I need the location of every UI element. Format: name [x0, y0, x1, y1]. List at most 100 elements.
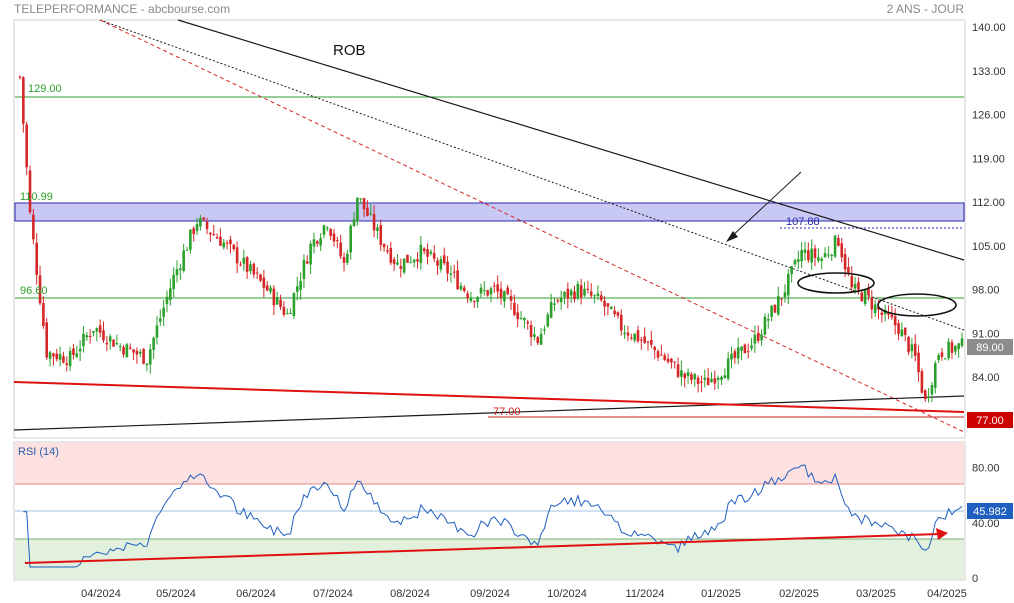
- candle-body: [145, 363, 149, 366]
- candle-body: [419, 244, 423, 264]
- candle-body: [189, 229, 192, 250]
- price-tick-label: 126.00: [972, 110, 1006, 122]
- candle-body: [175, 269, 179, 276]
- candle-body: [663, 355, 667, 360]
- candle-body: [827, 254, 830, 256]
- candle-body: [239, 264, 242, 266]
- candle-body: [476, 296, 479, 302]
- annotation-ellipse-1: [797, 272, 875, 294]
- candle-body: [436, 260, 439, 266]
- candle-body: [583, 288, 586, 296]
- candle-body: [449, 273, 453, 275]
- candle-body: [793, 260, 797, 265]
- rsi-value-tag: [967, 503, 1013, 519]
- candle-body: [943, 358, 947, 360]
- candle-body: [740, 346, 743, 351]
- candle-body: [890, 314, 894, 318]
- candle-body: [726, 358, 730, 379]
- level-label-129: 129.00: [28, 83, 62, 95]
- level-77-tag-text: 77.00: [976, 415, 1004, 427]
- candle-body: [629, 337, 633, 339]
- candle-body: [299, 280, 302, 291]
- candle-body: [479, 287, 483, 294]
- candle-body: [339, 242, 342, 257]
- candle-body: [52, 353, 55, 357]
- candle-body: [920, 371, 924, 393]
- level-label-77: 77.00: [493, 406, 521, 418]
- candle-body: [736, 347, 740, 359]
- candle-body: [172, 274, 175, 290]
- x-tick-label: 06/2024: [236, 588, 276, 600]
- candle-body: [857, 281, 860, 290]
- candle-body: [513, 302, 516, 315]
- candle-body: [442, 255, 446, 264]
- candle-body: [676, 364, 680, 377]
- candle-body: [506, 287, 510, 295]
- candle-body: [158, 318, 162, 322]
- candle-body: [496, 284, 499, 292]
- candle-body: [873, 304, 877, 314]
- candle-body: [780, 298, 783, 300]
- candle-body: [703, 377, 707, 380]
- candle-body: [696, 377, 700, 384]
- candle-body: [165, 296, 169, 305]
- candle-body: [252, 263, 256, 275]
- candle-body: [95, 328, 99, 332]
- candle-body: [847, 267, 850, 274]
- candle-body: [456, 270, 459, 290]
- candle-body: [379, 225, 383, 246]
- candle-body: [118, 346, 122, 348]
- x-tick-label: 04/2024: [81, 588, 121, 600]
- candle-body: [543, 329, 546, 331]
- rsi-tick-label: 0: [972, 573, 978, 585]
- candle-body: [633, 333, 636, 341]
- candle-body: [820, 258, 824, 262]
- candle-body: [636, 330, 640, 342]
- candle-body: [135, 350, 139, 355]
- candle-body: [28, 170, 32, 213]
- candle-body: [783, 292, 787, 297]
- candle-body: [867, 288, 870, 296]
- candle-body: [756, 332, 760, 341]
- candle-body: [656, 351, 660, 358]
- candle-body: [272, 288, 276, 306]
- annotation-arrowhead: [726, 231, 738, 242]
- candle-body: [730, 353, 733, 360]
- candle-body: [523, 318, 526, 321]
- candle-body: [746, 351, 750, 353]
- candle-body: [549, 301, 553, 318]
- candle-body: [526, 321, 530, 324]
- candle-body: [680, 370, 683, 377]
- candle-body: [933, 363, 937, 388]
- candle-body: [142, 348, 145, 364]
- candle-body: [329, 228, 332, 236]
- candle-body: [462, 287, 466, 292]
- candle-body: [108, 336, 112, 342]
- candle-body: [369, 213, 373, 215]
- candle-body: [389, 247, 393, 263]
- candle-body: [356, 197, 359, 222]
- trendline-black-dotted: [99, 19, 965, 331]
- candle-body: [128, 347, 132, 349]
- candle-body: [402, 258, 406, 273]
- candle-body: [352, 219, 356, 227]
- candle-body: [483, 290, 486, 292]
- candle-body: [452, 271, 456, 273]
- x-tick-label: 02/2025: [779, 588, 819, 600]
- candle-body: [776, 296, 780, 315]
- last-price-tag: [967, 339, 1013, 355]
- candle-body: [319, 238, 322, 246]
- rsi-axis-ticks: 80.00 40.00 0: [972, 463, 1000, 585]
- candle-body: [68, 351, 72, 367]
- candle-body: [22, 77, 25, 124]
- candle-body: [349, 225, 353, 253]
- candle-body: [686, 372, 690, 376]
- x-tick-label: 01/2025: [701, 588, 741, 600]
- rsi-panel-frame: [13, 441, 966, 581]
- candle-body: [326, 227, 329, 229]
- candle-body: [706, 377, 710, 386]
- candle-body: [800, 250, 803, 262]
- candle-body: [606, 303, 610, 307]
- candle-body: [225, 242, 229, 244]
- candle-body: [716, 377, 720, 381]
